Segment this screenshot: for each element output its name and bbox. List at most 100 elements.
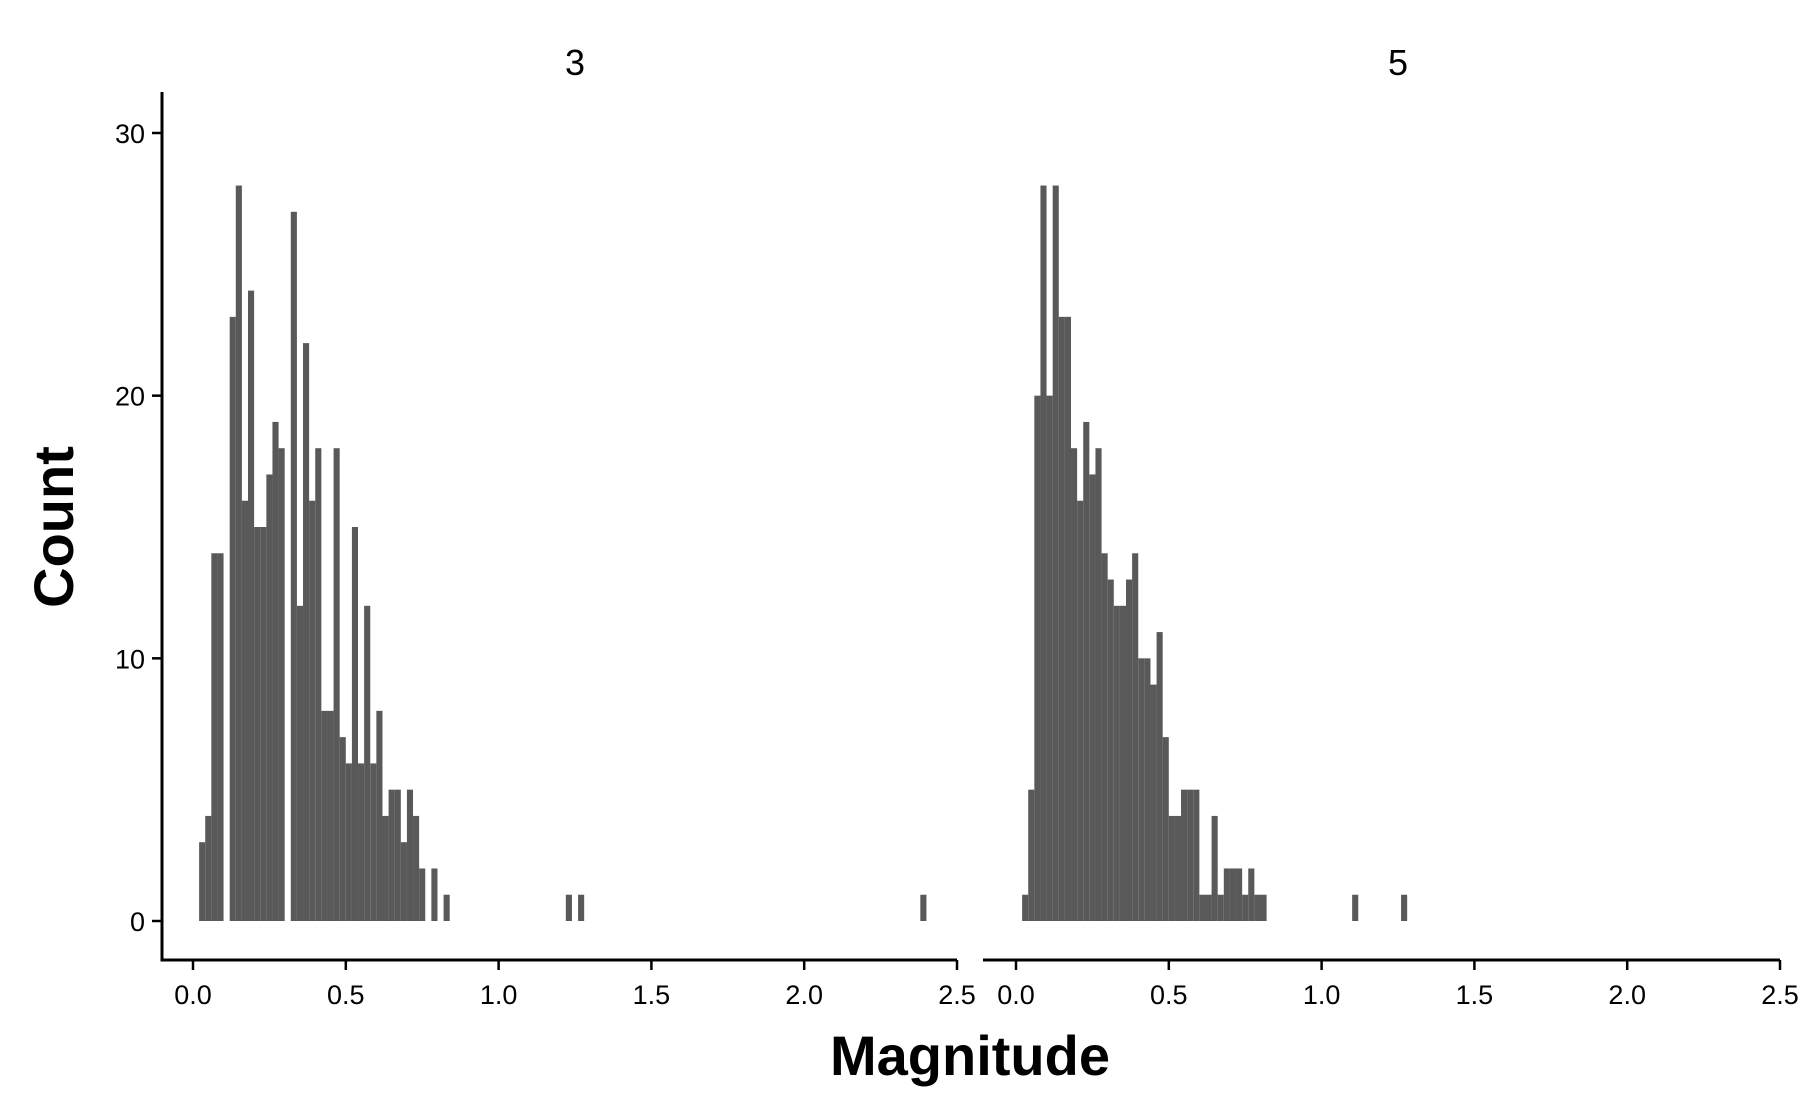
- histogram-bar: [1095, 448, 1102, 921]
- histogram-bar: [1352, 894, 1359, 921]
- x-tick-label: 2.5: [1761, 980, 1799, 1010]
- histogram-bar: [1119, 605, 1127, 921]
- histogram-bar: [1217, 894, 1224, 921]
- x-tick-label: 2.0: [785, 980, 823, 1010]
- histogram-bar: [1077, 500, 1084, 921]
- facet-panels: 3 0.0 0.5 1.0 1.5 2.0 2.5 0 10 20 30 5 0.0 0.5 1.0 1.5 2…: [115, 42, 1799, 1010]
- histogram-bar: [578, 894, 585, 921]
- histogram-bar: [1193, 789, 1200, 921]
- histogram-bar: [1223, 868, 1230, 921]
- histogram-bar: [1028, 789, 1035, 921]
- histogram-bar: [1187, 789, 1194, 921]
- facet-panel-3: 3 0.0 0.5 1.0 1.5 2.0 2.5 0 10 20 30: [115, 42, 976, 1010]
- x-tick-label: 1.5: [1456, 980, 1494, 1010]
- histogram-bar: [394, 789, 401, 921]
- histogram-bar: [266, 474, 273, 921]
- histogram-bar: [1199, 894, 1206, 921]
- histogram-bar: [1401, 894, 1408, 921]
- histogram-bar: [1101, 553, 1108, 921]
- histogram-bar: [1126, 579, 1133, 921]
- histogram-bar: [241, 500, 249, 921]
- histogram-bar: [364, 605, 371, 921]
- histogram-bar: [272, 421, 279, 921]
- x-tick-label: 0.5: [327, 980, 365, 1010]
- histogram-bar: [339, 737, 346, 921]
- histogram-bar: [1107, 579, 1114, 921]
- histogram-bar: [254, 527, 261, 921]
- histogram-bar: [1236, 868, 1243, 921]
- x-tick-label: 2.5: [938, 980, 976, 1010]
- histogram-bar: [1229, 868, 1237, 921]
- histogram-bar: [1138, 658, 1145, 921]
- histogram-bar: [351, 527, 359, 921]
- histogram-bar: [1046, 395, 1053, 922]
- bars-group: [1022, 185, 1408, 922]
- y-tick-label: 10: [115, 644, 145, 674]
- histogram-bar: [1083, 421, 1090, 921]
- histogram-bar: [370, 763, 377, 921]
- histogram-bar: [248, 290, 255, 922]
- histogram-bar: [413, 815, 420, 921]
- x-tick-label: 2.0: [1608, 980, 1646, 1010]
- histogram-bar: [1168, 815, 1175, 921]
- histogram-bar: [1034, 395, 1041, 922]
- histogram-bar: [406, 789, 414, 921]
- histogram-bar: [1144, 658, 1151, 921]
- histogram-bar: [419, 868, 426, 921]
- histogram-bar: [1248, 868, 1255, 921]
- histogram-bar: [382, 815, 389, 921]
- histogram-bar: [1022, 894, 1029, 921]
- histogram-bar: [1113, 605, 1120, 921]
- histogram-bar: [1058, 316, 1065, 921]
- histogram-bar: [1205, 894, 1212, 921]
- x-tick-label: 1.5: [633, 980, 671, 1010]
- histogram-bar: [920, 894, 927, 921]
- histogram-bar: [443, 894, 450, 921]
- histogram-bar: [345, 763, 352, 921]
- facet-label: 5: [1388, 42, 1408, 83]
- histogram-bar: [1254, 894, 1261, 921]
- histogram-bar: [1150, 684, 1157, 921]
- histogram-bar: [260, 527, 267, 921]
- bars-group: [199, 185, 927, 922]
- histogram-bar: [431, 868, 438, 921]
- histogram-bar: [290, 211, 297, 922]
- histogram-bar: [199, 842, 206, 921]
- histogram-bar: [303, 343, 310, 922]
- histogram-bar: [235, 185, 242, 922]
- y-tick-label: 0: [130, 907, 145, 937]
- histogram-bar: [205, 815, 212, 921]
- histogram-bar: [1174, 815, 1182, 921]
- histogram-bar: [400, 842, 407, 921]
- histogram-bar: [1162, 737, 1169, 921]
- histogram-bar: [1181, 789, 1188, 921]
- histogram-bar: [388, 789, 395, 921]
- histogram-bar: [376, 710, 383, 921]
- histogram-bar: [1156, 632, 1163, 921]
- histogram-bar: [315, 448, 322, 921]
- histogram-bar: [1242, 894, 1249, 921]
- histogram-bar: [211, 553, 218, 921]
- histogram-bar: [1064, 316, 1072, 921]
- histogram-bar: [327, 710, 334, 921]
- histogram-bar: [229, 316, 236, 921]
- histogram-bar: [217, 553, 224, 921]
- histogram-bar: [1260, 894, 1267, 921]
- histogram-bar: [1211, 815, 1218, 921]
- histogram-bar: [1132, 553, 1139, 921]
- histogram-bar: [278, 448, 285, 921]
- histogram-bar: [309, 500, 316, 921]
- y-axis-title: Count: [22, 446, 85, 608]
- histogram-bar: [358, 763, 365, 921]
- histogram-bar: [1071, 448, 1078, 921]
- histogram-bar: [1040, 185, 1047, 922]
- facet-label: 3: [565, 42, 585, 83]
- histogram-bar: [321, 710, 328, 921]
- y-tick-label: 20: [115, 382, 145, 412]
- x-tick-label: 0.5: [1150, 980, 1188, 1010]
- y-tick-label: 30: [115, 119, 145, 149]
- x-tick-label: 0.0: [174, 980, 212, 1010]
- histogram-bar: [1052, 185, 1059, 922]
- histogram-bar: [565, 894, 572, 921]
